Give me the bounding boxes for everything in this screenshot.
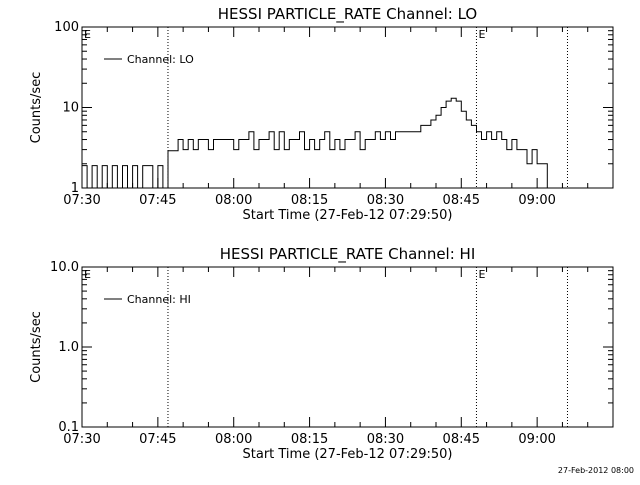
- panel1-series-line-1: [82, 97, 573, 189]
- panel1-x-tick-label: 08:00: [215, 193, 252, 208]
- panel2-x-tick-label: 08:00: [215, 432, 252, 447]
- panel2-x-tick-label: 07:45: [139, 432, 176, 447]
- panel1-flag-label: E: [478, 28, 485, 41]
- panel2-plot-frame: [81, 266, 614, 428]
- panel2-y-tick-label: 0.1: [58, 420, 79, 435]
- panel2-x-tick-label: 08:15: [291, 432, 328, 447]
- panel2-flag-label: E: [478, 268, 485, 281]
- panel1-x-tick-label: 07:30: [63, 193, 100, 208]
- panel1-chart-title: HESSI PARTICLE_RATE Channel: LO: [218, 5, 477, 24]
- panel2-x-tick-label: 08:45: [443, 432, 480, 447]
- panel1-y-axis-label: Counts/sec: [29, 72, 44, 144]
- panel2-x-tick-label: 07:30: [63, 432, 100, 447]
- panel1-y-tick-label: 1: [71, 181, 79, 196]
- panel1-x-tick-label: 07:45: [139, 193, 176, 208]
- panel1-x-tick-label: 08:15: [291, 193, 328, 208]
- footer-timestamp: 27-Feb-2012 08:00: [557, 466, 634, 475]
- panel2-flag-label: E: [84, 268, 91, 281]
- panel1-x-tick-label: 09:00: [518, 193, 555, 208]
- panel2-y-tick-label: 1.0: [58, 340, 79, 355]
- panel1-x-tick-label: 08:45: [443, 193, 480, 208]
- panel2-y-axis-label: Counts/sec: [29, 311, 44, 383]
- panel2-x-axis-label: Start Time (27-Feb-12 07:29:50): [243, 447, 453, 462]
- panel1-x-tick-label: 08:30: [367, 193, 404, 208]
- panel2-y-tick-label: 10.0: [50, 260, 79, 275]
- panel1-y-tick-label: 10: [62, 101, 79, 116]
- panel1-x-axis-label: Start Time (27-Feb-12 07:29:50): [243, 208, 453, 223]
- panel1-flag-label: E: [84, 28, 91, 41]
- panel2-legend-entry: Channel: HI: [127, 293, 191, 306]
- panel2-x-tick-label: 09:00: [518, 432, 555, 447]
- panel2-chart-title: HESSI PARTICLE_RATE Channel: HI: [220, 245, 476, 264]
- panel1-plot-frame: [81, 26, 614, 189]
- panel1-legend-entry: Channel: LO: [127, 53, 194, 66]
- panel2-x-tick-label: 08:30: [367, 432, 404, 447]
- panel1-y-tick-label: 100: [54, 20, 79, 35]
